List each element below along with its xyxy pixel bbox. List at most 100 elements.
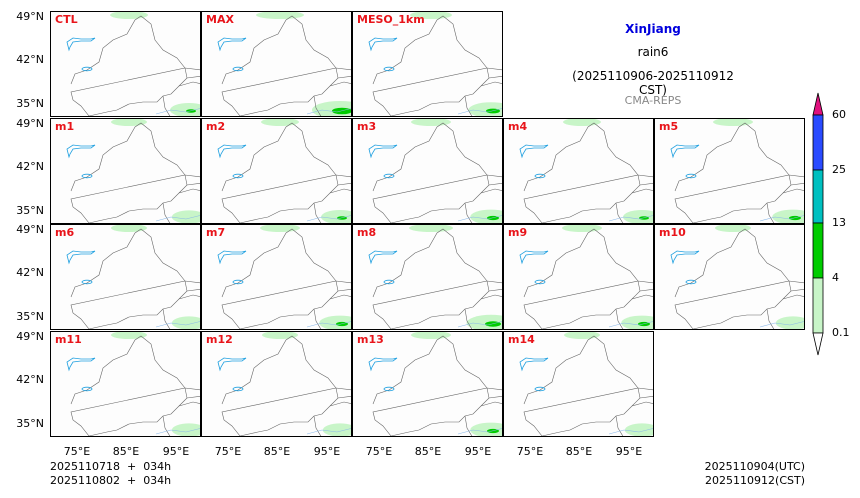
panel-label: m7: [206, 226, 226, 239]
lat-tick-label: 49°N: [16, 116, 44, 130]
rain-area-southeast: [772, 209, 804, 223]
map: [519, 331, 653, 436]
rain-area-north: [256, 12, 304, 19]
colorbar-over-triangle: [812, 92, 824, 116]
rain-area-southeast: [171, 422, 200, 436]
river: [306, 108, 351, 115]
panel-label: m8: [357, 226, 377, 239]
region-boundary: [372, 228, 502, 329]
colorbar-label-13: 13: [832, 216, 846, 229]
map: [217, 118, 351, 223]
map-panel-m13: m13: [352, 330, 503, 437]
rain-area-southeast: [470, 422, 502, 436]
map: [368, 331, 502, 436]
lake-balkhash: [217, 250, 247, 265]
lat-tick-label: 42°N: [16, 53, 44, 66]
map-panel-m11: m11: [50, 330, 201, 437]
panel-label: m10: [659, 226, 686, 239]
lon-tick-label: 95°E: [313, 445, 341, 458]
rain-area-southeast: [322, 422, 351, 436]
rain-area-north: [563, 118, 601, 126]
valid-time-cst: 2025110912(CST): [705, 474, 805, 487]
rain-area-southeast: [319, 315, 351, 329]
lake-issyk-kul: [232, 386, 244, 391]
river: [155, 427, 200, 434]
lon-tick-label: 95°E: [162, 445, 190, 458]
panel-label: MAX: [206, 13, 234, 26]
map-panel-MESO_1km: MESO_1km: [352, 11, 503, 117]
map-panel-m1: m1: [50, 117, 201, 224]
init-time-utc: 2025110718 + 034h: [50, 460, 172, 473]
lake-balkhash: [66, 144, 96, 158]
lake-issyk-kul: [383, 386, 395, 391]
map: [670, 118, 804, 223]
map-panel-m7: m7: [201, 224, 352, 330]
rain-area-north: [262, 331, 298, 339]
rain-area-north: [110, 12, 148, 19]
map: [368, 225, 502, 329]
river: [608, 214, 653, 221]
rain-area-southeast: [171, 209, 200, 223]
lake-balkhash: [217, 144, 247, 158]
region-boundary: [70, 228, 200, 329]
valid-time-utc: 2025110904(UTC): [704, 460, 805, 473]
colorbar: [812, 92, 824, 356]
lon-tick-label: 75°E: [516, 445, 544, 458]
map: [368, 118, 502, 223]
panel-label: m9: [508, 226, 528, 239]
lake-balkhash: [519, 144, 549, 158]
rain-area-north: [409, 225, 453, 232]
region-boundary: [523, 122, 653, 223]
lake-balkhash: [66, 37, 96, 52]
map-panel-m10: m10: [654, 224, 805, 330]
rain-area-southeast: [775, 316, 804, 329]
lake-issyk-kul: [81, 386, 93, 391]
river: [306, 321, 351, 328]
river: [155, 108, 200, 115]
lon-tick-label: 85°E: [565, 445, 593, 458]
init-time-cst: 2025110802 + 034h: [50, 474, 172, 487]
river: [306, 214, 351, 221]
panel-label: m6: [55, 226, 75, 239]
region-boundary: [70, 122, 200, 223]
lon-tick-label: 85°E: [263, 445, 291, 458]
map-panel-CTL: CTL: [50, 11, 201, 117]
map-panel-m14: m14: [503, 330, 654, 437]
map: [66, 118, 200, 223]
lake-balkhash: [368, 37, 398, 52]
rain-area-southeast: [621, 315, 653, 329]
lake-balkhash: [368, 250, 398, 265]
lake-issyk-kul: [232, 279, 244, 285]
rain-area-north: [111, 118, 147, 126]
lake-balkhash: [66, 250, 96, 265]
lake-balkhash: [217, 357, 247, 371]
rain-area-southeast: [470, 209, 502, 223]
lake-balkhash: [66, 357, 96, 371]
region-boundary: [70, 335, 200, 436]
river: [155, 321, 200, 328]
panel-label: m5: [659, 119, 679, 133]
lake-balkhash: [368, 144, 398, 158]
river: [608, 427, 653, 434]
region-boundary: [372, 15, 502, 116]
period-title: (2025110906-2025110912 CST): [572, 69, 734, 97]
region-boundary: [674, 228, 804, 329]
lon-tick-label: 75°E: [63, 445, 91, 458]
lake-issyk-kul: [383, 173, 395, 178]
region-boundary: [372, 335, 502, 436]
colorbar-label-0.1: 0.1: [832, 326, 850, 339]
colorbar-label-60: 60: [832, 108, 846, 121]
rain-area-north: [261, 118, 299, 126]
panel-label: m1: [55, 119, 75, 133]
model-title: CMA-REPS: [624, 94, 682, 107]
colorbar-label-4: 4: [832, 271, 839, 284]
lat-tick-label: 42°N: [16, 266, 44, 279]
map: [66, 12, 200, 116]
map-panel-m5: m5: [654, 117, 805, 224]
lake-issyk-kul: [534, 386, 546, 391]
colorbar-under-triangle: [812, 332, 824, 356]
colorbar-segment-0.1-4: [812, 277, 824, 334]
colorbar-segment-25-60: [812, 114, 824, 171]
map-panel-m12: m12: [201, 330, 352, 437]
lat-tick-label: 35°N: [16, 203, 44, 217]
